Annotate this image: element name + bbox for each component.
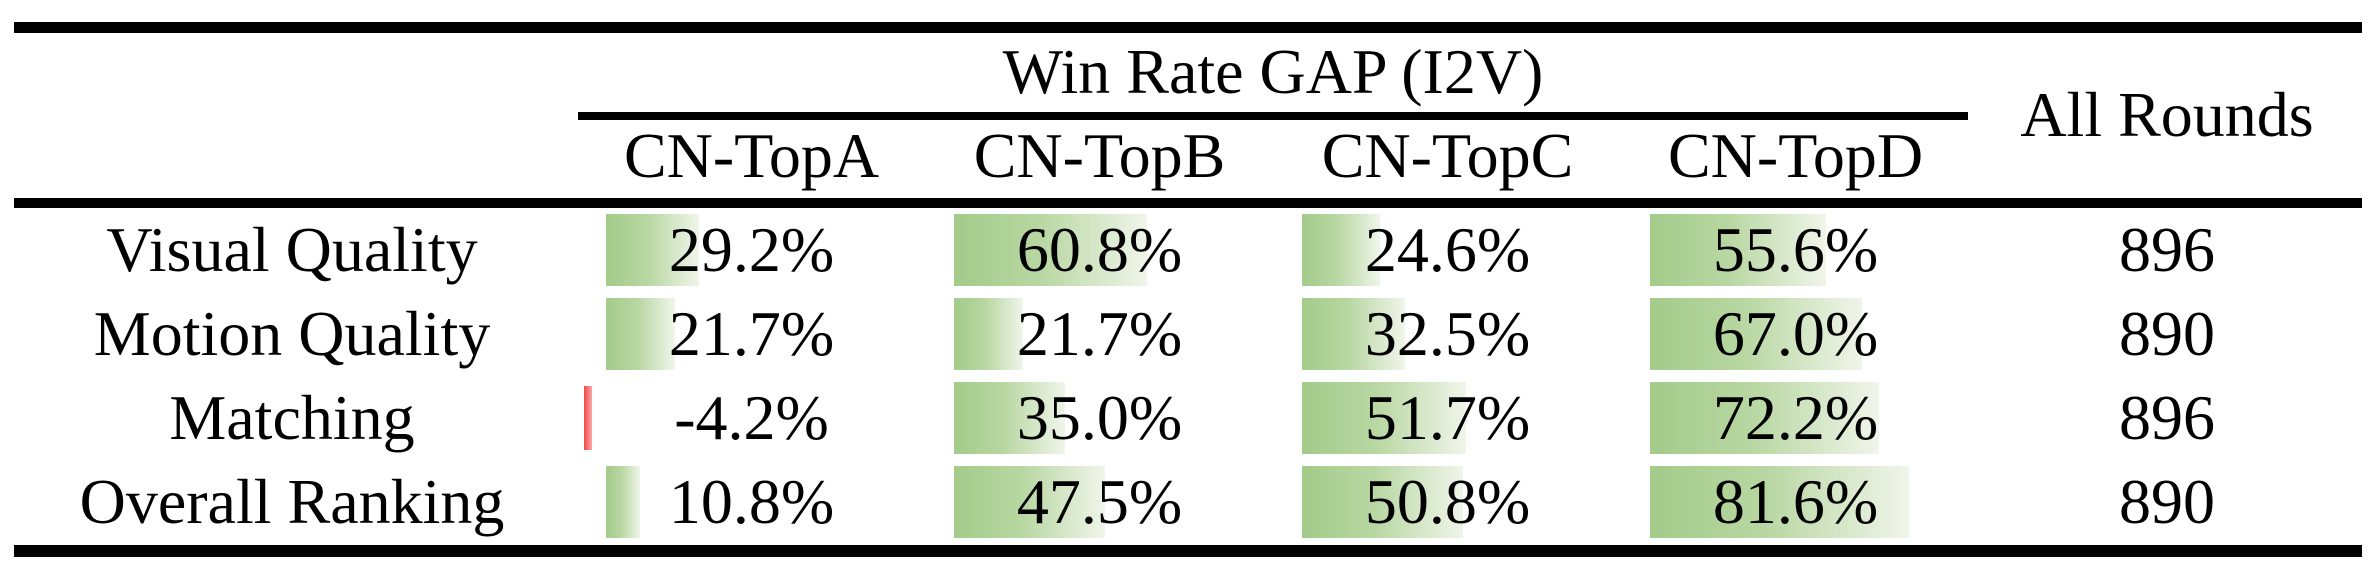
all-rounds-value: 896 bbox=[2119, 382, 2215, 453]
table-cell: 24.6% bbox=[1274, 208, 1621, 292]
table-cell: 60.8% bbox=[926, 208, 1273, 292]
table-cell: 55.6% bbox=[1622, 208, 1969, 292]
positive-value-data-bar bbox=[1650, 214, 1826, 286]
table-cell: 51.7% bbox=[1274, 376, 1621, 460]
win-rate-gap-value: 47.5% bbox=[1016, 466, 1183, 537]
table-cell: 10.8% bbox=[578, 460, 925, 544]
positive-value-data-bar bbox=[1650, 382, 1879, 454]
table-cell: 21.7% bbox=[578, 292, 925, 376]
win-rate-gap-value: 72.2% bbox=[1712, 382, 1879, 453]
table-cell: 29.2% bbox=[578, 208, 925, 292]
positive-value-data-bar bbox=[954, 466, 1105, 538]
positive-value-data-bar bbox=[1302, 382, 1466, 454]
column-header-3: CN-TopD bbox=[1667, 120, 1924, 191]
win-rate-gap-value: 35.0% bbox=[1016, 382, 1183, 453]
row-label: Motion Quality bbox=[93, 298, 491, 369]
win-rate-gap-value: 51.7% bbox=[1364, 382, 1531, 453]
column-header-all-rounds: All Rounds bbox=[2020, 79, 2314, 150]
table-cell: 81.6% bbox=[1622, 460, 1969, 544]
win-rate-gap-value: 10.8% bbox=[668, 466, 835, 537]
win-rate-gap-value: 50.8% bbox=[1364, 466, 1531, 537]
table-cell: 47.5% bbox=[926, 460, 1273, 544]
all-rounds-value: 890 bbox=[2119, 298, 2215, 369]
row-label: Overall Ranking bbox=[79, 466, 505, 537]
positive-value-data-bar bbox=[606, 298, 675, 370]
column-header-1: CN-TopB bbox=[973, 120, 1226, 191]
positive-value-data-bar bbox=[1650, 298, 1862, 370]
table-cell: 72.2% bbox=[1622, 376, 1969, 460]
positive-value-data-bar bbox=[1302, 214, 1380, 286]
win-rate-gap-value: 24.6% bbox=[1364, 214, 1531, 285]
table-cell: 21.7% bbox=[926, 292, 1273, 376]
table-mid-rule bbox=[14, 198, 2362, 208]
win-rate-gap-value: -4.2% bbox=[674, 382, 829, 453]
positive-value-data-bar bbox=[606, 466, 640, 538]
all-rounds-value: 896 bbox=[2119, 214, 2215, 285]
win-rate-gap-value: 29.2% bbox=[668, 214, 835, 285]
win-rate-gap-value: 81.6% bbox=[1712, 466, 1879, 537]
win-rate-gap-value: 32.5% bbox=[1364, 298, 1531, 369]
table-cell: 67.0% bbox=[1622, 292, 1969, 376]
positive-value-data-bar bbox=[1302, 466, 1463, 538]
win-rate-gap-value: 55.6% bbox=[1712, 214, 1879, 285]
table-bottom-rule bbox=[14, 545, 2362, 557]
column-header-2: CN-TopC bbox=[1321, 120, 1574, 191]
table-cell: -4.2% bbox=[578, 376, 925, 460]
row-label: Visual Quality bbox=[106, 214, 478, 285]
table-cell: 32.5% bbox=[1274, 292, 1621, 376]
positive-value-data-bar bbox=[954, 382, 1065, 454]
win-rate-gap-value: 67.0% bbox=[1712, 298, 1879, 369]
positive-value-data-bar bbox=[1650, 466, 1909, 538]
negative-value-data-bar bbox=[584, 386, 592, 450]
all-rounds-value: 890 bbox=[2119, 466, 2215, 537]
positive-value-data-bar bbox=[954, 298, 1023, 370]
positive-value-data-bar bbox=[606, 214, 699, 286]
table-top-rule bbox=[14, 22, 2362, 33]
win-rate-gap-value: 21.7% bbox=[668, 298, 835, 369]
column-header-0: CN-TopA bbox=[623, 120, 880, 191]
positive-value-data-bar bbox=[1302, 298, 1405, 370]
positive-value-data-bar bbox=[954, 214, 1147, 286]
row-label: Matching bbox=[169, 382, 415, 453]
group-header-underline-rule bbox=[578, 112, 1968, 120]
win-rate-gap-value: 60.8% bbox=[1016, 214, 1183, 285]
group-header-win-rate-gap: Win Rate GAP (I2V) bbox=[1002, 36, 1544, 107]
table-cell: 50.8% bbox=[1274, 460, 1621, 544]
table-cell: 35.0% bbox=[926, 376, 1273, 460]
win-rate-gap-value: 21.7% bbox=[1016, 298, 1183, 369]
